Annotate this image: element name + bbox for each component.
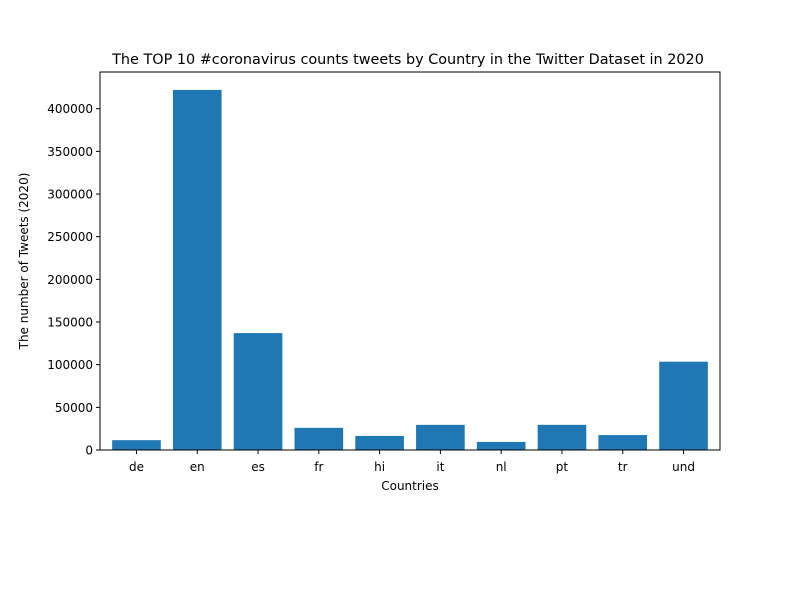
y-tick-label: 0	[85, 444, 93, 458]
x-tick-label-es: es	[251, 460, 265, 474]
bar-pt	[537, 424, 587, 450]
y-tick-label: 300000	[47, 188, 93, 202]
y-tick-label: 250000	[47, 230, 93, 244]
bar-it	[416, 424, 465, 450]
y-tick-label: 150000	[47, 316, 93, 330]
bar-es	[233, 333, 283, 450]
y-tick-label: 100000	[47, 358, 93, 372]
x-axis-ticks: de en es fr hi it nl pt tr und	[129, 450, 695, 474]
bar-de	[112, 440, 161, 450]
x-tick-label-tr: tr	[618, 460, 628, 474]
y-tick-label: 350000	[47, 145, 93, 159]
y-tick-label: 400000	[47, 102, 93, 116]
x-tick-label-pt: pt	[556, 460, 569, 474]
x-tick-label-fr: fr	[314, 460, 323, 474]
y-tick-label: 200000	[47, 273, 93, 287]
x-tick-label-und: und	[672, 460, 695, 474]
bar-nl	[476, 441, 526, 450]
y-axis-ticks: 0 50000 100000 150000 200000 250000 300000 3500…	[47, 102, 100, 458]
x-tick-label-de: de	[129, 460, 144, 474]
chart-title: The TOP 10 #coronavirus counts tweets by…	[111, 52, 704, 68]
x-tick-label-en: en	[190, 460, 205, 474]
bar-fr	[294, 427, 344, 450]
bar-en	[172, 89, 222, 451]
x-axis-label: Countries	[381, 479, 439, 493]
plot-frame	[99, 71, 721, 451]
x-tick-label-hi: hi	[374, 460, 385, 474]
x-tick-label-nl: nl	[496, 460, 507, 474]
y-axis-label: The number of Tweets (2020)	[17, 173, 31, 351]
bars-group	[112, 89, 708, 451]
bar-hi	[355, 435, 404, 450]
x-tick-label-it: it	[436, 460, 444, 474]
bar-tr	[598, 435, 648, 450]
y-tick-label: 50000	[55, 401, 93, 415]
bar-und	[659, 361, 708, 450]
